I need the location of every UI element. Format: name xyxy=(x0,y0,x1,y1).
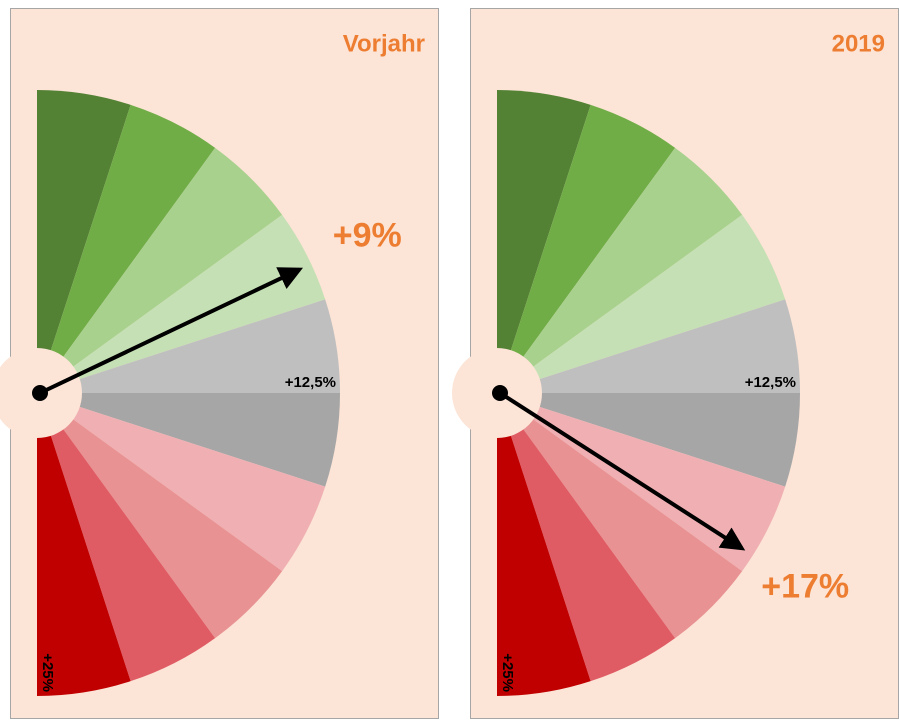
tick-label: +25% xyxy=(39,653,56,692)
panel-title: Vorjahr xyxy=(343,30,425,57)
gauge-segment xyxy=(37,147,283,393)
needle-pivot xyxy=(492,385,508,401)
gauge-segment xyxy=(497,147,743,393)
gauge-panel: +12,5% +25% +9% Vorjahr xyxy=(0,8,439,719)
tick-label: +12,5% xyxy=(745,374,796,391)
gauge-segment xyxy=(37,393,216,682)
gauge-segment xyxy=(497,393,800,487)
gauge-panel: +12,5% +25% +17% 2019 xyxy=(452,8,899,719)
gauge-segment xyxy=(497,104,676,394)
gauge-segment xyxy=(37,214,326,393)
gauge-segment xyxy=(497,214,786,393)
gauge-needle xyxy=(498,391,746,551)
gauge-segment xyxy=(37,393,131,696)
gauge-segment xyxy=(497,393,591,696)
gauge-segment xyxy=(37,90,131,393)
value-label: +9% xyxy=(333,217,402,255)
panel-title: 2019 xyxy=(832,30,885,57)
gauge-segment xyxy=(497,299,800,393)
gauge-segment xyxy=(37,393,326,572)
gauge-segment xyxy=(497,393,743,639)
gauge-segment xyxy=(37,393,340,487)
gauge-segment xyxy=(37,299,340,393)
tick-label: +25% xyxy=(499,653,516,692)
gauge-segment xyxy=(497,90,591,393)
gauge-segment xyxy=(37,104,216,394)
tick-label: +12,5% xyxy=(285,374,336,391)
gauge-segment xyxy=(497,393,676,682)
gauge-needle xyxy=(39,267,304,395)
needle-pivot xyxy=(32,385,48,401)
value-label: +17% xyxy=(761,568,849,606)
gauge-segment xyxy=(37,393,283,639)
